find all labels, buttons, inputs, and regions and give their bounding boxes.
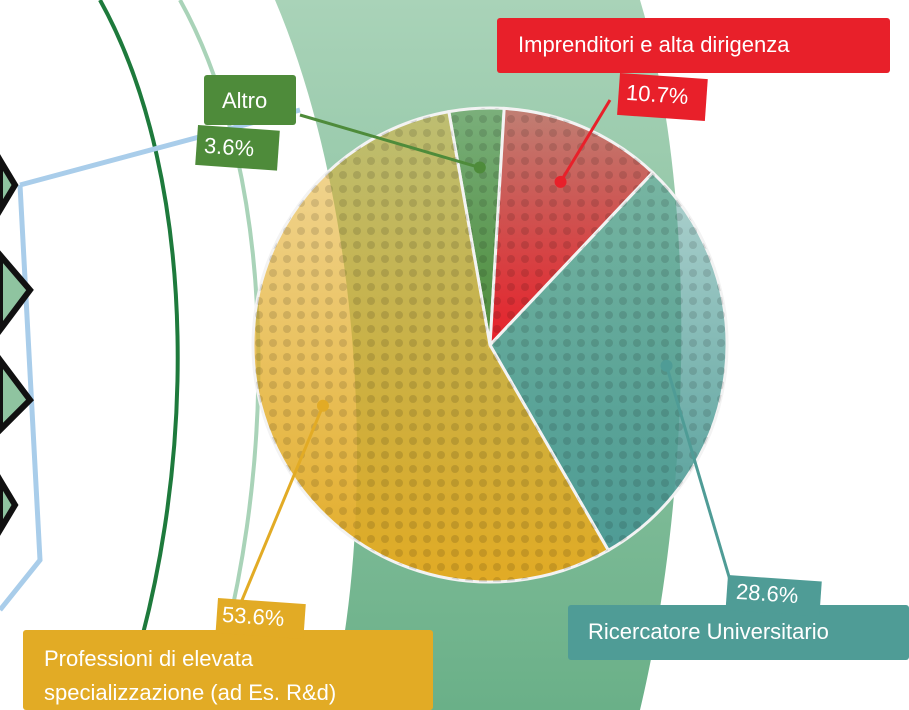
value-label: 53.6% [221,602,285,631]
pie [253,108,727,582]
category-label: Imprenditori e alta dirigenza [518,32,790,57]
value-label: 3.6% [203,133,255,161]
chart: Altro 3.6% Imprenditori e alta dirigenza 10… [0,0,909,710]
leader-dot [317,400,329,412]
value-label: 28.6% [735,579,799,608]
category-label: Altro [222,88,267,113]
leader-dot [661,360,673,372]
value-label: 10.7% [625,80,689,109]
leader-dot [474,162,486,174]
leader-dot [555,176,567,188]
category-label: Ricercatore Universitario [588,619,829,644]
